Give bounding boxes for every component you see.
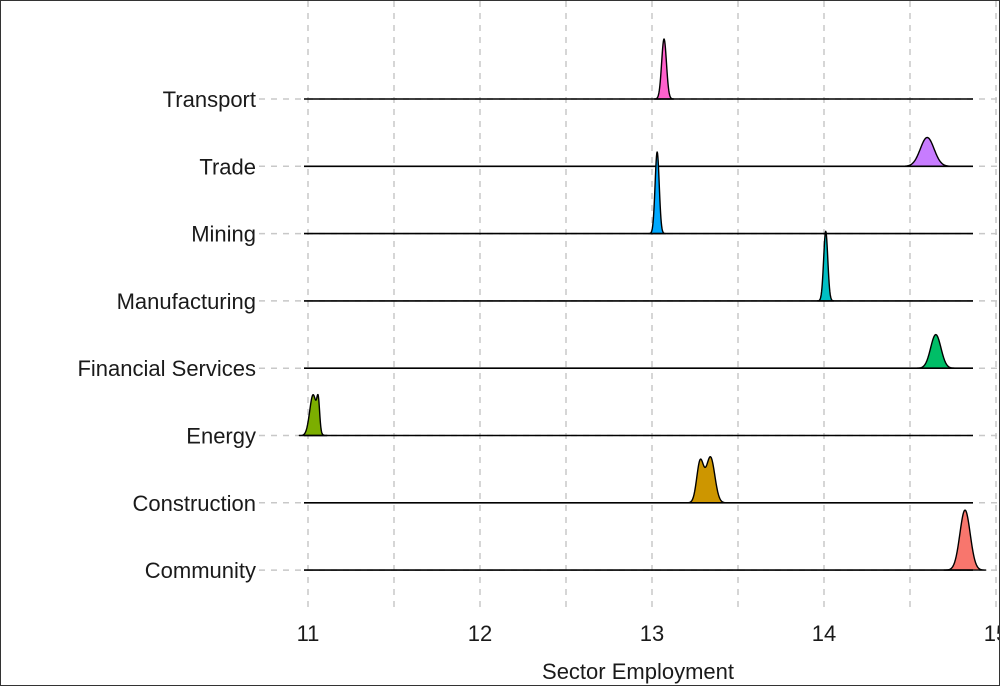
y-tick-label-6: Trade xyxy=(199,154,256,179)
x-tick-label-2: 13 xyxy=(640,621,664,646)
y-tick-label-0: Community xyxy=(145,558,256,583)
y-tick-label-1: Construction xyxy=(132,491,256,516)
ridge-financial-services xyxy=(914,333,958,369)
x-axis-title: Sector Employment xyxy=(542,659,734,684)
x-tick-label-0: 11 xyxy=(297,621,320,646)
x-tick-label-3: 14 xyxy=(812,621,836,646)
y-tick-label-2: Energy xyxy=(186,424,256,449)
y-tick-label-3: Financial Services xyxy=(77,356,256,381)
ridge-trade xyxy=(898,136,956,167)
ridge-mining xyxy=(648,151,667,235)
y-tick-label-7: Transport xyxy=(163,87,256,112)
ridge-transport xyxy=(653,38,675,100)
ridge-layer xyxy=(298,38,987,571)
ridge-construction xyxy=(685,456,729,504)
ridge-community xyxy=(943,509,987,571)
ridge-manufacturing xyxy=(816,230,835,302)
grid-layer xyxy=(259,1,999,609)
y-axis-labels: Community Construction Energy Financial Ser… xyxy=(77,87,256,583)
x-tick-label-4: 15 xyxy=(984,621,999,646)
ridge-energy xyxy=(298,393,328,437)
y-tick-label-5: Mining xyxy=(191,222,256,247)
y-tick-label-4: Manufacturing xyxy=(117,289,256,314)
x-tick-label-1: 12 xyxy=(468,621,492,646)
x-axis-labels: 11 12 13 14 15 xyxy=(297,621,999,646)
